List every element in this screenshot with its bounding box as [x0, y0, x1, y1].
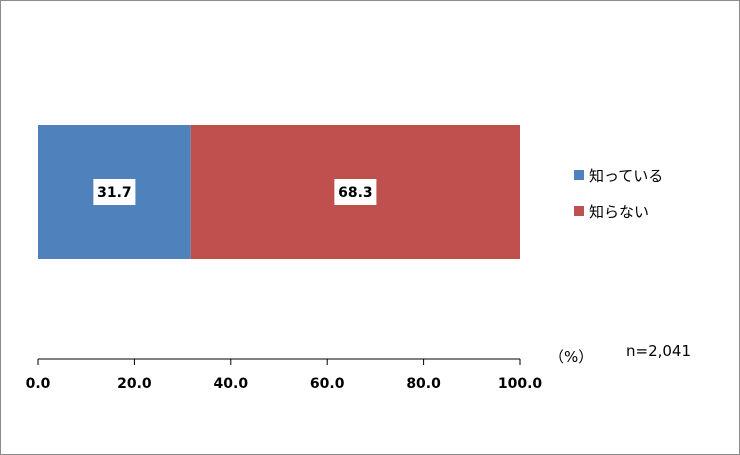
data-label-box-2 [334, 179, 377, 205]
x-tick-label: 80.0 [406, 376, 441, 392]
unit-label: （%） [549, 348, 593, 366]
legend-swatch-2 [574, 206, 584, 216]
data-label-1: 31.7 [97, 185, 132, 201]
bars-layer: 31.7 68.3 [38, 125, 520, 259]
x-tick-label: 20.0 [117, 376, 152, 392]
legend-swatch-1 [574, 170, 584, 180]
sample-size-label: n=2,041 [626, 342, 691, 360]
x-axis: 0.0 20.0 40.0 60.0 80.0 100.0 [26, 358, 543, 392]
x-tick-label: 40.0 [214, 376, 249, 392]
x-tick-label: 100.0 [498, 376, 543, 392]
x-tick-label: 60.0 [310, 376, 345, 392]
data-label-box-1 [93, 179, 136, 205]
data-label-2: 68.3 [338, 185, 373, 201]
legend-label-2: 知らない [589, 203, 649, 221]
x-tick-label: 0.0 [26, 376, 51, 392]
legend-label-1: 知っている [589, 167, 663, 185]
